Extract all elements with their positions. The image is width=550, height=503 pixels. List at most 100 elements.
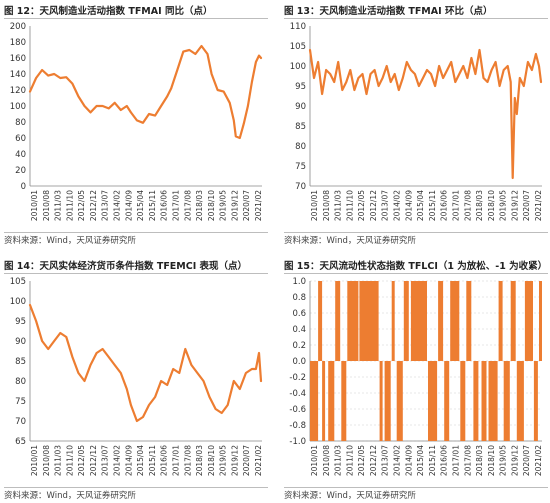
x-tick-label: 2012/05	[77, 190, 86, 221]
bar	[322, 361, 326, 441]
x-tick-label: 2019/05	[219, 445, 228, 476]
x-tick-label: 2017/01	[451, 190, 460, 221]
chart-title: 图 14：天风实体经济货币条件指数 TFEMCI 表现（点）	[4, 261, 248, 272]
x-tick-label: 2018/10	[207, 445, 216, 476]
x-tick-label: 2013/07	[101, 445, 110, 476]
y-tick-label: 40	[15, 150, 26, 160]
x-tick-label: 2011/10	[345, 445, 354, 476]
x-tick-label: 2010/08	[42, 445, 51, 476]
x-tick-label: 2010/01	[310, 445, 319, 476]
x-tick-label: 2018/10	[207, 190, 216, 221]
bar	[335, 281, 341, 361]
bar	[372, 281, 379, 361]
x-tick-label: 2012/05	[357, 445, 366, 476]
y-tick-label: 105	[10, 277, 26, 287]
y-tick-label: 60	[15, 134, 26, 144]
x-tick-label: 2011/10	[65, 445, 74, 476]
y-tick-label: 75	[15, 397, 26, 407]
x-tick-label: 2013/07	[101, 190, 110, 221]
y-tick-label: 0.2	[292, 341, 306, 351]
bar	[384, 361, 391, 441]
y-tick-label: 0.6	[292, 309, 306, 319]
bar-chart-tflci: -1.0 -0.8 -0.6 -0.4 -0.2 0.0 0.2 0.4 0.6 0.8 1.0 20…	[289, 277, 543, 476]
source-note: 资料来源：Wind，天风证券研究所	[284, 236, 416, 246]
x-tick-label: 2017/08	[463, 445, 472, 476]
bar	[318, 281, 323, 361]
x-tick-label: 2017/08	[463, 190, 472, 221]
x-tick-label: 2012/12	[89, 190, 98, 221]
bar	[359, 281, 373, 361]
bar	[328, 361, 335, 441]
line-chart-tfemci: 65 70 75 80 85 90 95 100 105 2010/01 2010/08 2011/0…	[10, 277, 263, 476]
y-tick-label: -0.8	[289, 421, 306, 431]
bar	[473, 361, 479, 441]
chart-panel-tfmai-yoy: 图 12：天风制造业活动指数 TFMAI 同比（点） 0 20 40 60 80 100 1…	[0, 0, 270, 248]
chart-panel-tflci: 图 15：天风流动性状态指数 TFLCI（1 为放松、-1 为收紧） -1.0 -…	[280, 255, 550, 503]
bar	[410, 281, 427, 361]
x-tick-label: 2016/06	[160, 445, 169, 476]
x-tick-label: 2015/11	[148, 190, 157, 221]
x-tick-label: 2019/05	[219, 190, 228, 221]
x-tick-label: 2010/01	[30, 445, 39, 476]
x-tick-label: 2017/01	[451, 445, 460, 476]
y-tick-label: 200	[10, 22, 26, 32]
bar	[539, 281, 542, 361]
y-tick-label: -1.0	[289, 437, 306, 447]
title-divider	[4, 18, 268, 19]
bar	[438, 281, 444, 361]
x-tick-label: 2010/08	[322, 445, 331, 476]
x-tick-label: 2018/10	[487, 190, 496, 221]
x-tick-label: 2014/02	[113, 190, 122, 221]
x-tick-label: 2017/01	[171, 190, 180, 221]
y-tick-label: 1.0	[292, 277, 306, 287]
x-tick-label: 2016/06	[440, 445, 449, 476]
x-tick-label: 2014/09	[124, 190, 133, 221]
chart-title: 图 15：天风流动性状态指数 TFLCI（1 为放松、-1 为收紧）	[284, 261, 548, 272]
bar	[341, 361, 347, 441]
x-tick-label: 2015/11	[428, 445, 437, 476]
x-tick-label: 2020/07	[522, 445, 531, 476]
bar	[510, 281, 516, 361]
x-tick-label: 2014/09	[404, 190, 413, 221]
x-tick-label: 2014/02	[393, 445, 402, 476]
chart-title: 图 12：天风制造业活动指数 TFMAI 同比（点）	[4, 6, 213, 17]
x-tick-label: 2019/12	[510, 445, 519, 476]
y-tick-label: 180	[10, 38, 26, 48]
x-tick-label: 2012/05	[77, 445, 86, 476]
x-tick-label: 2015/04	[136, 445, 145, 476]
x-tick-label: 2021/02	[254, 445, 263, 476]
title-divider	[284, 18, 548, 19]
bar	[396, 361, 403, 441]
bar	[347, 281, 359, 361]
y-tick-label: 80	[15, 377, 26, 387]
x-tick-label: 2014/09	[404, 445, 413, 476]
x-tick-label: 2019/05	[499, 445, 508, 476]
y-tick-label: 120	[10, 86, 26, 96]
series-line	[28, 303, 263, 423]
x-tick-label: 2015/04	[416, 190, 425, 221]
bar	[450, 281, 460, 361]
bar	[391, 281, 395, 361]
x-tick-label: 2021/02	[534, 190, 543, 221]
x-tick-label: 2010/01	[30, 190, 39, 221]
x-tick-label: 2018/10	[487, 445, 496, 476]
x-tick-label: 2010/08	[322, 190, 331, 221]
bar	[516, 361, 524, 441]
bar	[524, 281, 533, 361]
bar	[481, 361, 487, 441]
x-tick-label: 2020/07	[242, 190, 251, 221]
y-tick-label: 100	[290, 62, 306, 72]
y-tick-label: 70	[15, 417, 26, 427]
x-tick-label: 2020/07	[522, 190, 531, 221]
title-divider	[4, 273, 268, 274]
x-tick-label: 2010/08	[42, 190, 51, 221]
x-tick-label: 2011/03	[334, 190, 343, 221]
x-tick-label: 2010/01	[310, 190, 319, 221]
title-divider	[284, 273, 548, 274]
x-tick-label: 2013/07	[381, 445, 390, 476]
x-tick-label: 2012/05	[357, 190, 366, 221]
x-tick-label: 2018/03	[475, 445, 484, 476]
source-divider	[4, 487, 268, 488]
x-tick-label: 2015/11	[428, 190, 437, 221]
